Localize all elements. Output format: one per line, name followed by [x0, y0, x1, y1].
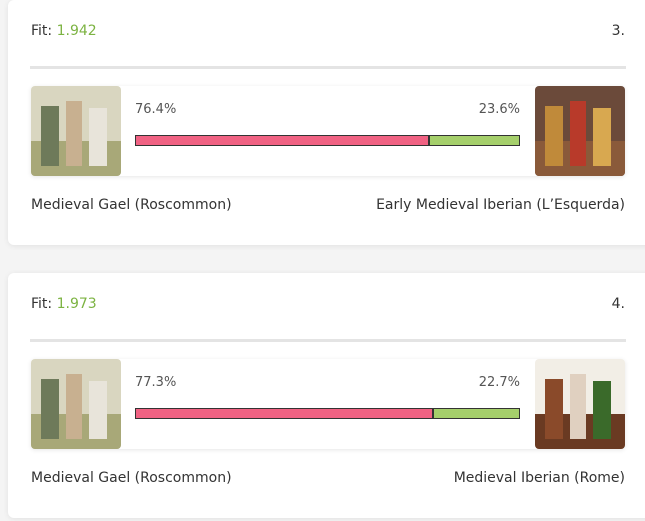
- bar-segment: [432, 408, 520, 419]
- image-art: [535, 359, 625, 449]
- image-shape: [89, 108, 107, 166]
- population-image: [535, 359, 625, 449]
- divider: [30, 339, 626, 342]
- population-image: [535, 86, 625, 176]
- image-shape: [545, 379, 563, 439]
- divider: [30, 66, 626, 69]
- percent-label: 23.6%: [478, 102, 520, 117]
- image-art: [31, 359, 121, 449]
- fit-row: Fit: 1.942: [31, 23, 97, 39]
- bar-segment: [135, 408, 433, 419]
- image-shape: [545, 106, 563, 166]
- image-shape: [66, 101, 82, 166]
- fit-label: Fit:: [31, 296, 53, 312]
- population-name: Early Medieval Iberian (L’Esquerda): [376, 197, 625, 213]
- result-card: Fit: 1.942 3. 76.4% 23.6% Medieval Gael (Ros…: [8, 0, 645, 245]
- image-shape: [41, 379, 59, 439]
- image-shape: [593, 108, 611, 166]
- percent-label: 77.3%: [135, 375, 177, 390]
- fit-label: Fit:: [31, 23, 53, 39]
- bar-segment: [135, 135, 430, 146]
- fit-value: 1.942: [56, 23, 97, 39]
- population-name: Medieval Gael (Roscommon): [31, 197, 232, 213]
- image-art: [31, 86, 121, 176]
- composition-row: [31, 86, 625, 176]
- population-image: [31, 359, 121, 449]
- bar-segment: [429, 135, 520, 146]
- fit-row: Fit: 1.973: [31, 296, 97, 312]
- image-shape: [570, 101, 586, 166]
- percent-label: 22.7%: [478, 375, 520, 390]
- composition-row: [31, 359, 625, 449]
- fit-value: 1.973: [56, 296, 97, 312]
- image-shape: [89, 381, 107, 439]
- population-name: Medieval Gael (Roscommon): [31, 470, 232, 486]
- percent-label: 76.4%: [135, 102, 177, 117]
- image-shape: [41, 106, 59, 166]
- result-card: Fit: 1.973 4. 77.3% 22.7% Medieval Gael (Ros…: [8, 273, 645, 518]
- image-art: [535, 86, 625, 176]
- image-shape: [66, 374, 82, 439]
- population-image: [31, 86, 121, 176]
- rank: 4.: [611, 296, 625, 312]
- image-shape: [593, 381, 611, 439]
- population-name: Medieval Iberian (Rome): [453, 470, 625, 486]
- image-shape: [570, 374, 586, 439]
- rank: 3.: [611, 23, 625, 39]
